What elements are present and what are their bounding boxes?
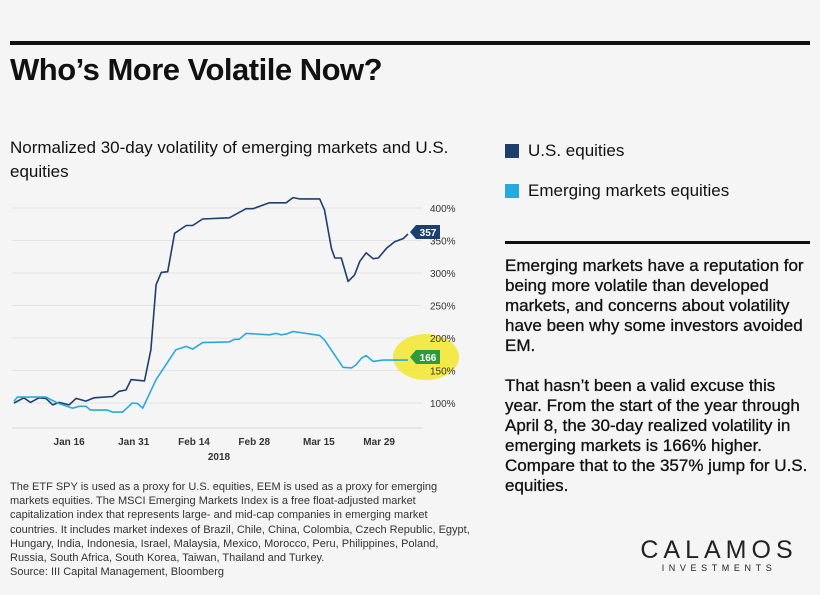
y-tick-label: 350% [430, 237, 456, 248]
y-tick-label: 150% [430, 367, 456, 378]
source-text: Source: III Capital Management, Bloomber… [10, 566, 225, 579]
x-axis-label: 2018 [208, 452, 231, 463]
x-tick-label: Jan 16 [54, 437, 86, 448]
x-tick-label: Feb 14 [178, 437, 210, 448]
series-line-em [13, 330, 408, 413]
y-tick-label: 100% [430, 399, 456, 410]
page-title: Who’s More Volatile Now? [10, 52, 383, 87]
end-label-us: 357 [420, 228, 437, 239]
legend-label: Emerging markets equities [528, 181, 730, 200]
legend-item-em: Emerging markets equities [505, 181, 729, 201]
footnote-text: The ETF SPY is used as a proxy for U.S. … [10, 481, 470, 565]
x-tick-label: Jan 31 [118, 437, 150, 448]
series-line-us [13, 196, 409, 406]
commentary-paragraph: That hasn’t been a valid excuse this yea… [505, 376, 808, 495]
footnote: The ETF SPY is used as a proxy for U.S. … [10, 480, 470, 579]
chart-subtitle: Normalized 30-day volatility of emerging… [10, 138, 449, 181]
y-tick-label: 250% [430, 302, 456, 313]
x-tick-label: Feb 28 [238, 437, 270, 448]
end-label-tag-em [410, 350, 440, 364]
legend-item-us: U.S. equities [505, 141, 624, 161]
legend-swatch-us [505, 144, 519, 158]
commentary-paragraph: Emerging markets have a reputation for b… [505, 256, 804, 355]
x-tick-label: Mar 15 [303, 437, 335, 448]
side-rule [505, 241, 810, 244]
y-tick-label: 200% [430, 334, 456, 345]
logo-tagline: INVESTMENTS [661, 563, 777, 573]
commentary: Emerging markets have a reputation for b… [505, 256, 810, 516]
top-rule [10, 41, 810, 45]
calamos-logo: CALAMOS INVESTMENTS [640, 536, 798, 573]
y-tick-label: 300% [430, 269, 456, 280]
end-label-tag-us [410, 225, 440, 239]
y-tick-label: 400% [430, 204, 456, 215]
x-tick-label: Mar 29 [363, 437, 395, 448]
logo-name: CALAMOS [640, 536, 798, 564]
legend-swatch-em [505, 184, 519, 198]
end-label-em: 166 [420, 353, 437, 364]
legend-label: U.S. equities [528, 141, 625, 160]
